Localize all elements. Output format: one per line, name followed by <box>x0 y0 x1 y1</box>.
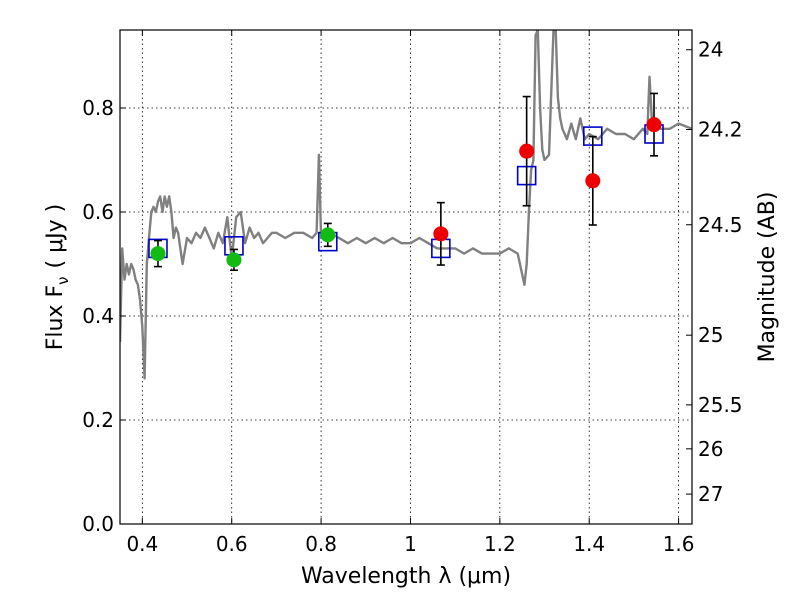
y2-tick-label: 25 <box>698 323 723 347</box>
red-point <box>519 143 535 159</box>
y2-tick-label: 27 <box>698 482 723 506</box>
y-tick-label: 0.0 <box>82 512 114 536</box>
green-point <box>320 227 336 243</box>
y2-tick-label: 25.5 <box>698 393 743 417</box>
red-point <box>646 117 662 133</box>
y-tick-label: 0.4 <box>82 304 114 328</box>
y2-axis-label: Magnitude (AB) <box>755 192 780 363</box>
y-tick-label: 0.2 <box>82 408 114 432</box>
x-tick-label: 0.8 <box>305 532 337 556</box>
red-point <box>433 226 449 242</box>
y-tick-label: 0.8 <box>82 96 114 120</box>
y2-tick-label: 24.5 <box>698 213 743 237</box>
x-axis-label: Wavelength λ (μm) <box>301 564 511 589</box>
marker-layer <box>148 92 664 272</box>
x-tick-label: 1.2 <box>484 532 516 556</box>
x-tick-label: 0.6 <box>216 532 248 556</box>
red-point <box>585 173 601 189</box>
green-point <box>150 246 166 262</box>
y2-tick-label: 24.2 <box>698 118 743 142</box>
x-tick-label: 0.4 <box>126 532 158 556</box>
axis-ticks: 0.4 0.6 0.8 1 1.2 1.4 1.6 0.0 0.2 0.4 0.6 0.8 24 24.2… <box>82 30 743 556</box>
y2-tick-label: 24 <box>698 38 723 62</box>
y-tick-label: 0.6 <box>82 200 114 224</box>
y-axis-label-main: Flux F <box>43 285 68 350</box>
y-axis-label: Flux Fν ( μJy ) <box>43 204 72 350</box>
grid <box>120 30 692 524</box>
plot-frame <box>119 29 693 525</box>
x-tick-label: 1.6 <box>663 532 695 556</box>
green-point <box>226 252 242 268</box>
x-tick-label: 1 <box>404 532 417 556</box>
y-axis-label-unit: ( μJy ) <box>43 204 68 269</box>
y-axis-label-subscript: ν <box>54 276 72 284</box>
x-tick-label: 1.4 <box>573 532 605 556</box>
y2-tick-label: 26 <box>698 437 723 461</box>
